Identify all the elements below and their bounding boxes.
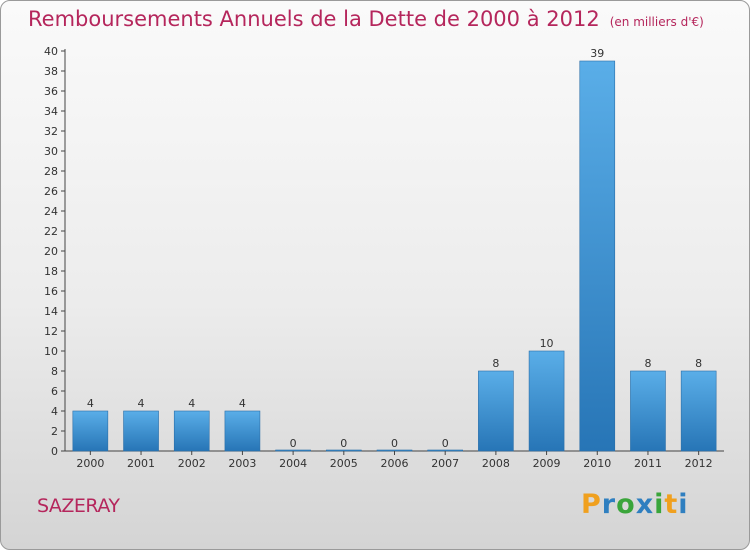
bar-2002 xyxy=(173,410,210,452)
bar-value-label: 8 xyxy=(695,357,702,370)
x-tick-label: 2000 xyxy=(76,457,104,470)
bar-2006 xyxy=(376,449,413,452)
x-tick-label: 2006 xyxy=(381,457,409,470)
commune-name: SAZERAY xyxy=(37,495,120,517)
y-tick-label: 38 xyxy=(44,65,58,78)
bar-value-label: 0 xyxy=(442,437,449,450)
y-tick-label: 34 xyxy=(44,105,58,118)
y-tick-label: 28 xyxy=(44,165,58,178)
title-row: Remboursements Annuels de la Dette de 20… xyxy=(28,7,704,31)
chart-title: Remboursements Annuels de la Dette de 20… xyxy=(28,7,600,31)
bar-2004 xyxy=(275,449,311,452)
y-tick-label: 40 xyxy=(44,45,58,58)
y-tick-label: 16 xyxy=(44,285,58,298)
y-tick-label: 10 xyxy=(44,345,58,358)
x-tick-label: 2008 xyxy=(482,457,510,470)
bar-2010 xyxy=(579,60,616,452)
y-tick-label: 30 xyxy=(44,145,58,158)
bar-value-label: 0 xyxy=(340,437,347,450)
x-tick-label: 2012 xyxy=(685,457,713,470)
x-tick-label: 2005 xyxy=(330,457,358,470)
y-tick-label: 20 xyxy=(44,245,58,258)
logo-letter: x xyxy=(635,489,655,520)
x-tick-label: 2001 xyxy=(127,457,155,470)
x-tick-label: 2007 xyxy=(431,457,459,470)
bar-value-label: 4 xyxy=(138,397,145,410)
bar-2011 xyxy=(630,370,666,452)
y-tick-label: 8 xyxy=(51,365,58,378)
bar-2008 xyxy=(478,370,514,452)
bar-2001 xyxy=(123,410,159,452)
x-tick-label: 2002 xyxy=(178,457,206,470)
bar-2005 xyxy=(326,449,362,452)
y-tick-label: 2 xyxy=(51,425,58,438)
y-tick-label: 4 xyxy=(51,405,58,418)
y-tick-label: 14 xyxy=(44,305,58,318)
y-tick-label: 24 xyxy=(44,205,58,218)
y-tick-label: 0 xyxy=(51,445,58,458)
bar-2003 xyxy=(224,410,261,452)
bar-value-label: 4 xyxy=(87,397,94,410)
y-tick-label: 26 xyxy=(44,185,58,198)
bar-value-label: 4 xyxy=(239,397,246,410)
y-tick-label: 18 xyxy=(44,265,58,278)
logo-letter: o xyxy=(616,489,636,520)
bar-value-label: 8 xyxy=(492,357,499,370)
bar-value-label: 0 xyxy=(290,437,297,450)
bar-value-label: 4 xyxy=(188,397,195,410)
logo-letter: P xyxy=(581,489,602,520)
logo-letter: t xyxy=(664,489,679,520)
y-tick-label: 32 xyxy=(44,125,58,138)
logo-letter: r xyxy=(601,489,617,520)
y-tick-label: 6 xyxy=(51,385,58,398)
bar-value-label: 39 xyxy=(590,47,604,60)
proxiti-logo: Proxiti xyxy=(581,489,689,520)
bar-2012 xyxy=(680,370,717,452)
y-tick-label: 36 xyxy=(44,85,58,98)
bar-value-label: 0 xyxy=(391,437,398,450)
bar-2007 xyxy=(427,449,463,452)
y-tick-label: 12 xyxy=(44,325,58,338)
x-tick-label: 2009 xyxy=(533,457,561,470)
bar-value-label: 10 xyxy=(540,337,554,350)
bar-2000 xyxy=(72,410,109,452)
x-tick-label: 2003 xyxy=(228,457,256,470)
x-tick-label: 2010 xyxy=(583,457,611,470)
bar-2009 xyxy=(528,350,565,452)
logo-letter: i xyxy=(654,489,665,520)
x-tick-label: 2011 xyxy=(634,457,662,470)
bar-value-label: 8 xyxy=(644,357,651,370)
logo-letter: i xyxy=(678,489,689,520)
x-tick-label: 2004 xyxy=(279,457,307,470)
chart-unit-note: (en milliers d'€) xyxy=(609,15,704,29)
y-tick-label: 22 xyxy=(44,225,58,238)
